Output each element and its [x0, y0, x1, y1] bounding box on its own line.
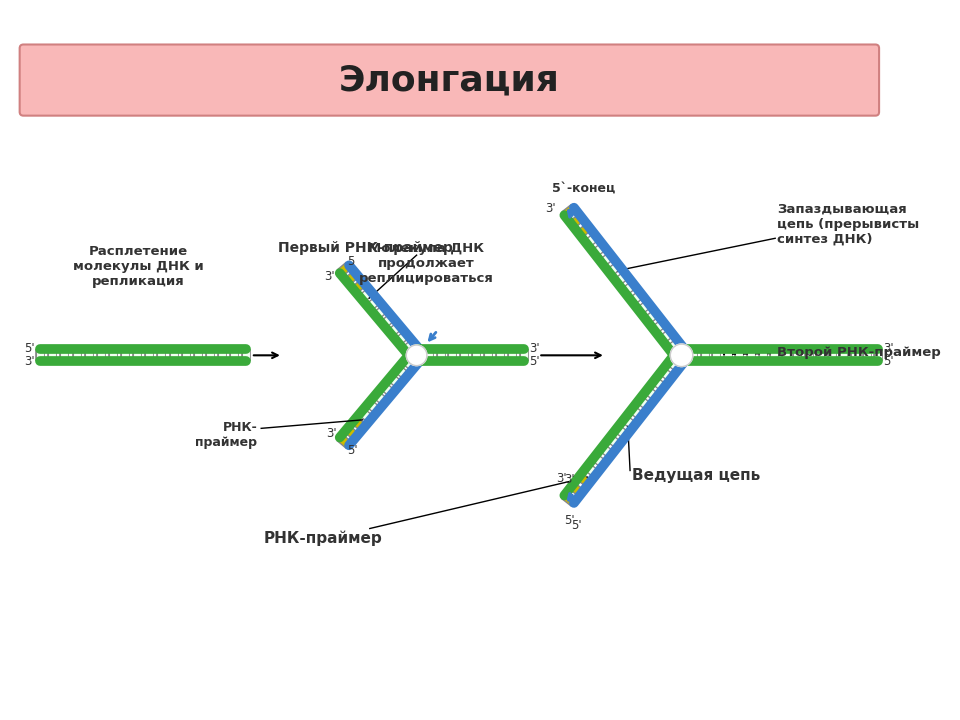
Text: Запаздывающая
цепь (прерывисты
синтез ДНК): Запаздывающая цепь (прерывисты синтез ДН…	[777, 203, 920, 246]
Text: 3': 3'	[324, 270, 335, 283]
Text: РНК-праймер: РНК-праймер	[264, 530, 382, 546]
Text: Второй РНК-праймер: Второй РНК-праймер	[777, 346, 941, 359]
Text: 5': 5'	[883, 356, 894, 369]
Circle shape	[406, 345, 427, 366]
Text: Первый РНК-праймер: Первый РНК-праймер	[277, 240, 452, 255]
Text: 5: 5	[348, 256, 354, 269]
Text: Расплетение
молекулы ДНК и
репликация: Расплетение молекулы ДНК и репликация	[73, 245, 204, 288]
Text: Ведущая цепь: Ведущая цепь	[632, 468, 760, 482]
Text: Молекула ДНК
продолжает
реплицироваться: Молекула ДНК продолжает реплицироваться	[358, 242, 493, 285]
Text: 5': 5'	[529, 356, 540, 369]
Text: 5': 5'	[571, 519, 582, 532]
Text: 3': 3'	[564, 473, 574, 486]
Text: 5': 5'	[348, 444, 358, 457]
Text: 3': 3'	[883, 342, 894, 355]
Text: 3': 3'	[545, 202, 556, 215]
Text: РНК-
праймер: РНК- праймер	[196, 421, 257, 449]
Text: 3': 3'	[529, 342, 540, 355]
Text: 5`-конец: 5`-конец	[552, 181, 614, 194]
Text: Элонгация: Элонгация	[339, 63, 560, 97]
FancyBboxPatch shape	[19, 45, 879, 116]
Circle shape	[670, 344, 693, 366]
Text: 5': 5'	[24, 342, 35, 355]
Text: 5': 5'	[564, 514, 574, 527]
Text: 3': 3'	[24, 356, 35, 369]
Text: 3': 3'	[557, 472, 567, 485]
Text: 3': 3'	[326, 428, 337, 441]
